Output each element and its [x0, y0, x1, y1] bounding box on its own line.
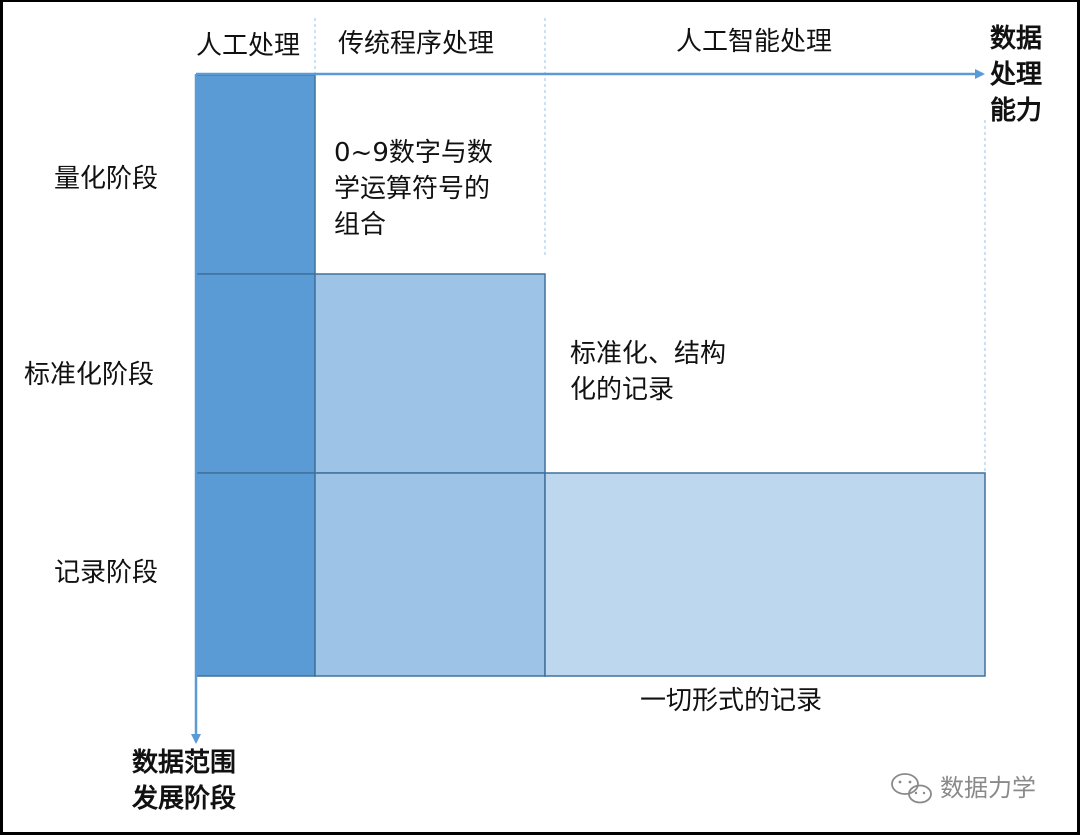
manual-record-block: [195, 472, 316, 677]
record-text: 一切形式的记录: [640, 686, 823, 716]
x-axis-label-line1: 数据: [990, 24, 1043, 54]
quant-text-line1: 0~9数字与数: [334, 138, 493, 168]
standard-text-line1: 标准化、结构: [570, 339, 727, 369]
manual-quant-block: [195, 74, 316, 275]
row-label-standard: 标准化阶段: [24, 360, 155, 390]
y-axis-label-line1: 数据范围: [132, 748, 237, 778]
ai-record-block: [544, 472, 986, 677]
program-standard-block: [314, 273, 546, 474]
x-axis-label-line2: 处理: [990, 60, 1043, 90]
y-axis-label-line2: 发展阶段: [132, 784, 237, 814]
row-label-record: 记录阶段: [54, 558, 159, 588]
standard-text-line2: 化的记录: [570, 375, 675, 405]
wechat-icon: [891, 773, 932, 804]
program-record-block: [314, 472, 546, 677]
column-header-program: 传统程序处理: [338, 29, 495, 59]
manual-standard-block: [195, 273, 316, 474]
x-axis-label-line3: 能力: [990, 96, 1043, 126]
row-label-quant: 量化阶段: [54, 164, 159, 194]
column-header-manual: 人工处理: [196, 31, 301, 61]
watermark-text: 数据力学: [940, 774, 1036, 802]
column-header-ai: 人工智能处理: [676, 27, 833, 57]
quant-text-line2: 学运算符号的: [334, 174, 491, 204]
quant-text-line3: 组合: [334, 210, 387, 240]
